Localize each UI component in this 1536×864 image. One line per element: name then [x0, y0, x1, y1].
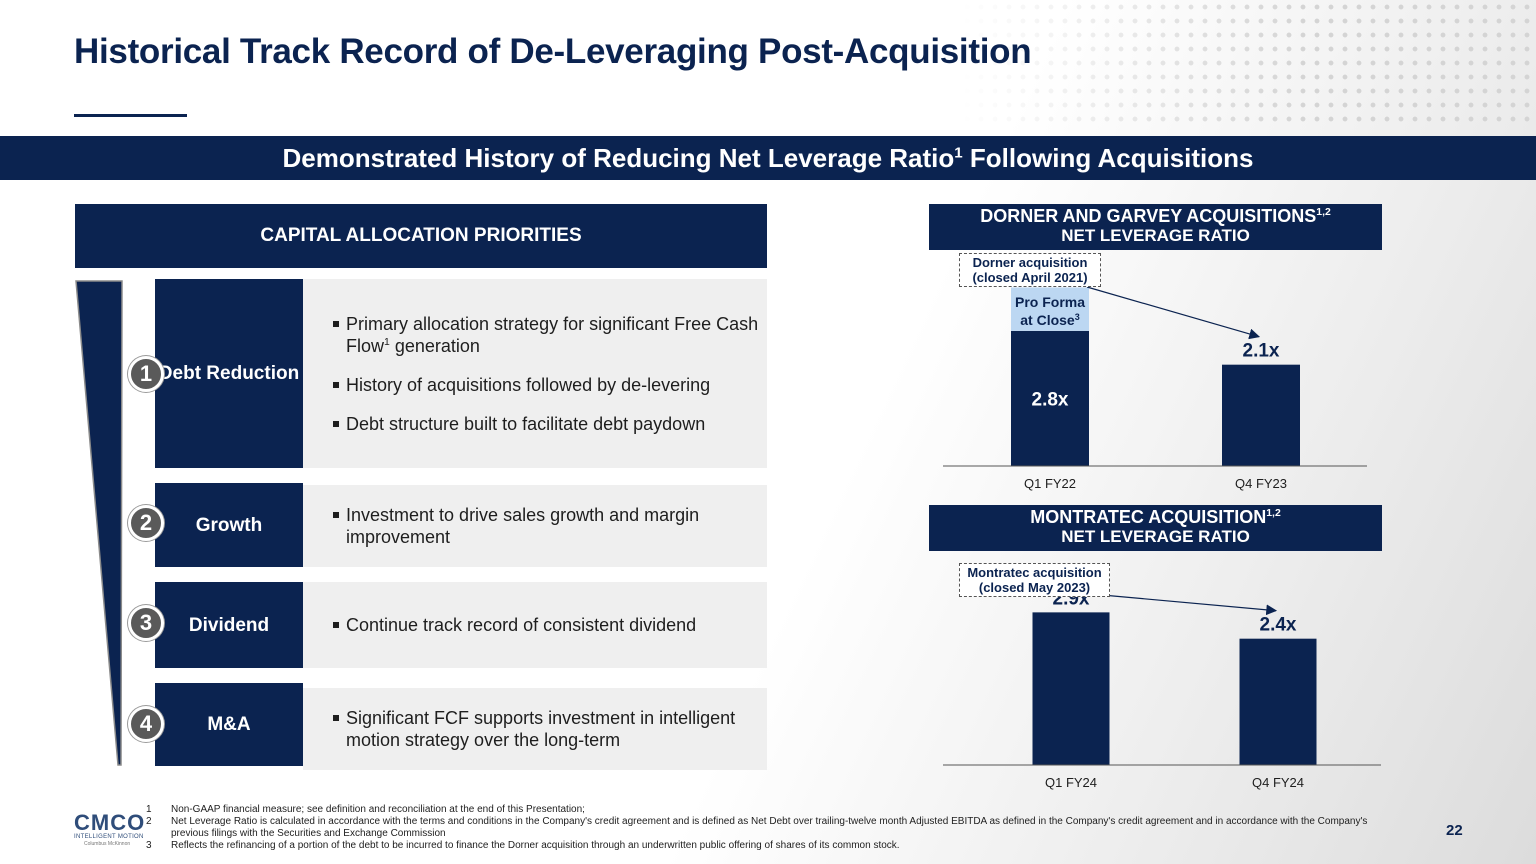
- bar-q1-fy22: [1011, 330, 1089, 466]
- page-title: Historical Track Record of De-Leveraging…: [74, 32, 1032, 71]
- priority-number-1: 1: [128, 356, 164, 392]
- banner-sup: 1: [954, 144, 963, 162]
- chart-2-title: MONTRATEC ACQUISITION: [1030, 507, 1267, 527]
- bullet-item: Debt structure built to facilitate debt …: [333, 413, 767, 435]
- row-label-dividend: Dividend: [155, 582, 303, 668]
- bullet-text: Primary allocation strategy for signific…: [346, 313, 759, 356]
- page-number: 22: [1446, 822, 1463, 839]
- footnote-number: 2: [146, 816, 152, 827]
- bar-value-label: 2.1x: [1243, 341, 1280, 362]
- section-banner: Demonstrated History of Reducing Net Lev…: [0, 136, 1536, 180]
- footnote-text: Reflects the refinancing of a portion of…: [171, 840, 900, 851]
- x-axis-tick-label: Q1 FY24: [1045, 775, 1097, 790]
- bullet-item: Significant FCF supports investment in i…: [333, 707, 767, 751]
- chart-1-annotation-line-2: (closed April 2021): [972, 270, 1088, 285]
- bullet-item: Investment to drive sales growth and mar…: [333, 504, 767, 548]
- x-axis-tick-label: Q4 FY24: [1252, 775, 1304, 790]
- bullet-item: Continue track record of consistent divi…: [333, 614, 767, 636]
- bullet-item: History of acquisitions followed by de-l…: [333, 374, 767, 396]
- banner-text-after: Following Acquisitions: [962, 143, 1254, 173]
- chart-1-header: DORNER AND GARVEY ACQUISITIONS1,2 NET LE…: [929, 204, 1382, 250]
- bullet-text: Continue track record of consistent divi…: [346, 615, 697, 635]
- bar-value-label-inside: 2.8x: [1032, 389, 1069, 410]
- bullet-text: Significant FCF supports investment in i…: [346, 708, 736, 750]
- footnote-number: 3: [146, 840, 152, 851]
- bar-q1-fy24: [1032, 612, 1110, 765]
- bar-q4-fy23: [1222, 364, 1300, 466]
- footnote-item: 1 Non-GAAP financial measure; see definit…: [146, 804, 1406, 816]
- priority-number-3: 3: [128, 605, 164, 641]
- logo-company-name: Columbus McKinnon: [84, 841, 131, 847]
- bullet-text: Investment to drive sales growth and mar…: [346, 505, 700, 547]
- chart-1-annotation: Dorner acquisition (closed April 2021): [959, 253, 1101, 287]
- bullet-text-after: generation: [389, 335, 480, 356]
- chart-2-annotation: Montratec acquisition (closed May 2023): [959, 563, 1110, 597]
- row-body-growth: Investment to drive sales growth and mar…: [303, 485, 767, 567]
- bullet-text: History of acquisitions followed by de-l…: [346, 374, 711, 395]
- chart-2-subtitle: NET LEVERAGE RATIO: [1061, 527, 1250, 546]
- footnote-text: Net Leverage Ratio is calculated in acco…: [171, 816, 1368, 839]
- chart-2-title-line: MONTRATEC ACQUISITION1,2: [929, 508, 1382, 527]
- footnote-item: 3 Reflects the refinancing of a portion o…: [146, 840, 1406, 852]
- chart-2-annotation-line-2: (closed May 2023): [978, 580, 1091, 595]
- chart-1-title-sup: 1,2: [1316, 207, 1331, 218]
- capital-allocation-header: CAPITAL ALLOCATION PRIORITIES: [75, 204, 767, 268]
- priority-wedge-graphic: [75, 280, 123, 766]
- pro-forma-label-line-1: Pro Forma: [1015, 294, 1085, 310]
- chart-1-title: DORNER AND GARVEY ACQUISITIONS: [980, 206, 1317, 226]
- chart-1-annotation-line-1: Dorner acquisition: [972, 255, 1088, 270]
- bar-q4-fy24: [1239, 638, 1317, 765]
- chart-2-title-sup: 1,2: [1266, 508, 1281, 519]
- chart-1-subtitle: NET LEVERAGE RATIO: [1061, 226, 1250, 245]
- x-axis-tick-label: Q4 FY23: [1235, 476, 1287, 491]
- pro-forma-label-line-2: at Close3: [1020, 312, 1079, 328]
- chart-2-annotation-line-1: Montratec acquisition: [967, 565, 1102, 580]
- row-body-dividend: Continue track record of consistent divi…: [303, 582, 767, 668]
- bullet-item: Primary allocation strategy for signific…: [333, 313, 767, 357]
- chart-1-title-line: DORNER AND GARVEY ACQUISITIONS1,2: [929, 207, 1382, 226]
- deleveraging-trend-arrow: [1090, 593, 1278, 616]
- row-label-debt-reduction: Debt Reduction: [155, 279, 303, 468]
- footnote-text: Non-GAAP financial measure; see definiti…: [171, 804, 585, 815]
- title-underline: [74, 114, 187, 117]
- x-axis-tick-label: Q1 FY22: [1024, 476, 1076, 491]
- footnote-item: 2 Net Leverage Ratio is calculated in acc…: [146, 816, 1406, 840]
- bullet-text: Debt structure built to facilitate debt …: [346, 413, 706, 434]
- logo-tagline: INTELLIGENT MOTION: [74, 834, 144, 840]
- footnotes: 1 Non-GAAP financial measure; see definit…: [146, 804, 1406, 852]
- priority-number-4: 4: [128, 706, 164, 742]
- row-body-debt-reduction: Primary allocation strategy for signific…: [303, 279, 767, 468]
- priority-number-2: 2: [128, 505, 164, 541]
- company-logo: CMCO INTELLIGENT MOTION Columbus McKinno…: [74, 810, 146, 848]
- row-label-growth: Growth: [155, 483, 303, 567]
- logo-mark: CMCO: [74, 810, 146, 835]
- bar-value-label: 2.4x: [1260, 615, 1297, 636]
- footnote-number: 1: [146, 804, 152, 815]
- chart-2-header: MONTRATEC ACQUISITION1,2 NET LEVERAGE RA…: [929, 505, 1382, 551]
- decorative-dot-pattern: [960, 0, 1536, 130]
- row-body-m-and-a: Significant FCF supports investment in i…: [303, 688, 767, 770]
- deleveraging-trend-arrow: [1086, 286, 1261, 340]
- bullet-sup: 1: [384, 336, 390, 348]
- row-label-m-and-a: M&A: [155, 683, 303, 766]
- bar-pro-forma-segment: [1011, 287, 1089, 331]
- banner-text: Demonstrated History of Reducing Net Lev…: [282, 143, 955, 173]
